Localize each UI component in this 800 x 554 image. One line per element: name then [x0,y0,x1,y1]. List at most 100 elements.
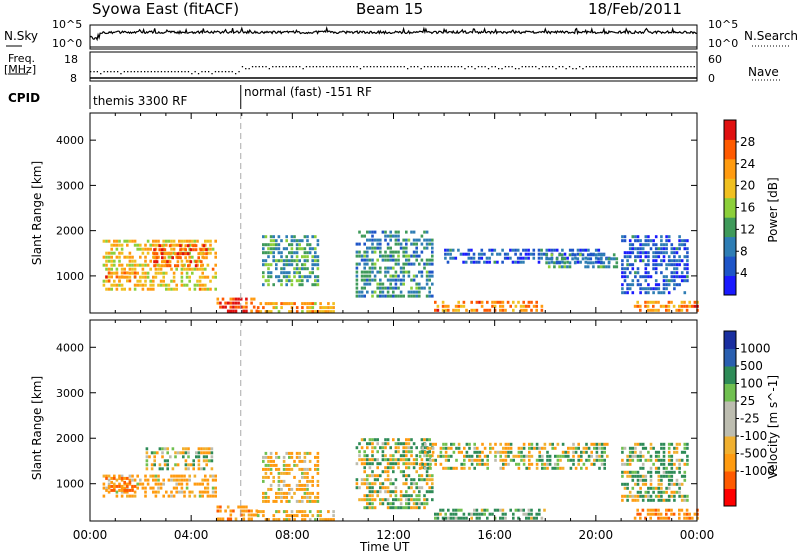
data-cell [519,308,523,312]
data-cell [405,502,408,506]
data-cell [652,446,655,450]
data-cell [647,498,650,502]
data-cell [386,502,390,506]
data-cell [200,260,203,264]
data-cell [631,486,635,490]
data-cell [621,458,624,462]
data-cell [501,508,505,512]
data-cell [201,478,204,482]
data-cell [550,257,554,261]
data-cell [603,462,606,466]
data-cell [428,278,431,282]
data-cell [316,479,320,483]
nave-point [154,71,156,73]
data-cell [680,498,684,502]
data-cell [444,516,447,520]
data-cell [311,259,314,263]
data-cell [506,300,510,304]
data-cell [295,451,299,455]
data-cell [686,255,689,259]
data-cell [269,471,273,475]
data-cell [502,450,505,454]
data-cell [431,250,434,254]
data-cell [657,251,661,255]
data-cell [171,256,174,260]
data-cell [205,459,208,463]
data-cell [192,244,195,248]
data-cell [301,267,304,271]
data-cell [168,252,172,256]
nave-point [487,68,490,70]
data-cell [126,255,129,259]
data-cell [184,451,188,455]
data-cell [285,283,288,287]
data-cell [285,451,288,455]
data-cell [670,508,673,512]
data-cell [314,279,317,283]
data-cell [670,275,674,279]
data-cell [626,251,629,255]
data-cell [489,450,492,454]
data-cell [589,261,593,265]
data-cell [386,258,390,262]
data-cell [515,462,518,466]
data-cell [678,283,681,287]
data-cell [384,470,387,474]
data-cell [290,243,294,247]
data-cell [136,263,139,267]
data-cell [201,275,204,279]
data-cell [434,458,437,462]
data-cell [201,271,204,275]
data-cell [371,490,374,494]
data-cell [360,462,364,466]
data-cell [657,308,660,312]
data-cell [196,283,199,287]
data-cell [631,446,635,450]
data-cell [204,283,207,287]
data-cell [183,490,186,494]
data-cell [144,243,147,247]
data-cell [165,243,168,247]
nave-point [275,66,277,68]
data-cell [412,482,416,486]
data-cell [678,490,681,494]
data-cell [680,271,684,275]
data-cell [654,300,658,304]
data-cell [584,260,588,264]
data-cell [198,279,202,283]
data-cell [412,238,416,242]
power-colorbar-tick-label: 28 [740,135,755,149]
data-cell [110,476,113,480]
data-cell [198,490,202,494]
data-cell [234,297,238,301]
data-cell [509,446,513,450]
data-cell [678,458,681,462]
data-cell [170,490,173,494]
data-cell [532,252,536,256]
data-cell [301,255,304,259]
data-cell [360,458,364,462]
data-cell [242,517,246,521]
data-cell [247,509,251,513]
data-cell [639,291,642,295]
data-cell [259,302,263,306]
data-cell [187,455,190,459]
data-cell [410,446,413,450]
data-cell [272,306,276,310]
data-cell [434,442,437,446]
data-cell [384,294,387,298]
data-cell [290,263,294,267]
nave-point [541,66,544,68]
data-cell [581,253,585,257]
data-cell [197,451,201,455]
data-cell [194,248,198,252]
data-cell [205,455,208,459]
data-cell [572,442,575,446]
data-cell [670,458,674,462]
data-cell [192,467,195,471]
data-cell [290,239,294,243]
data-cell [673,446,676,450]
data-cell [201,494,204,498]
data-cell [431,498,434,502]
data-cell [267,267,270,271]
